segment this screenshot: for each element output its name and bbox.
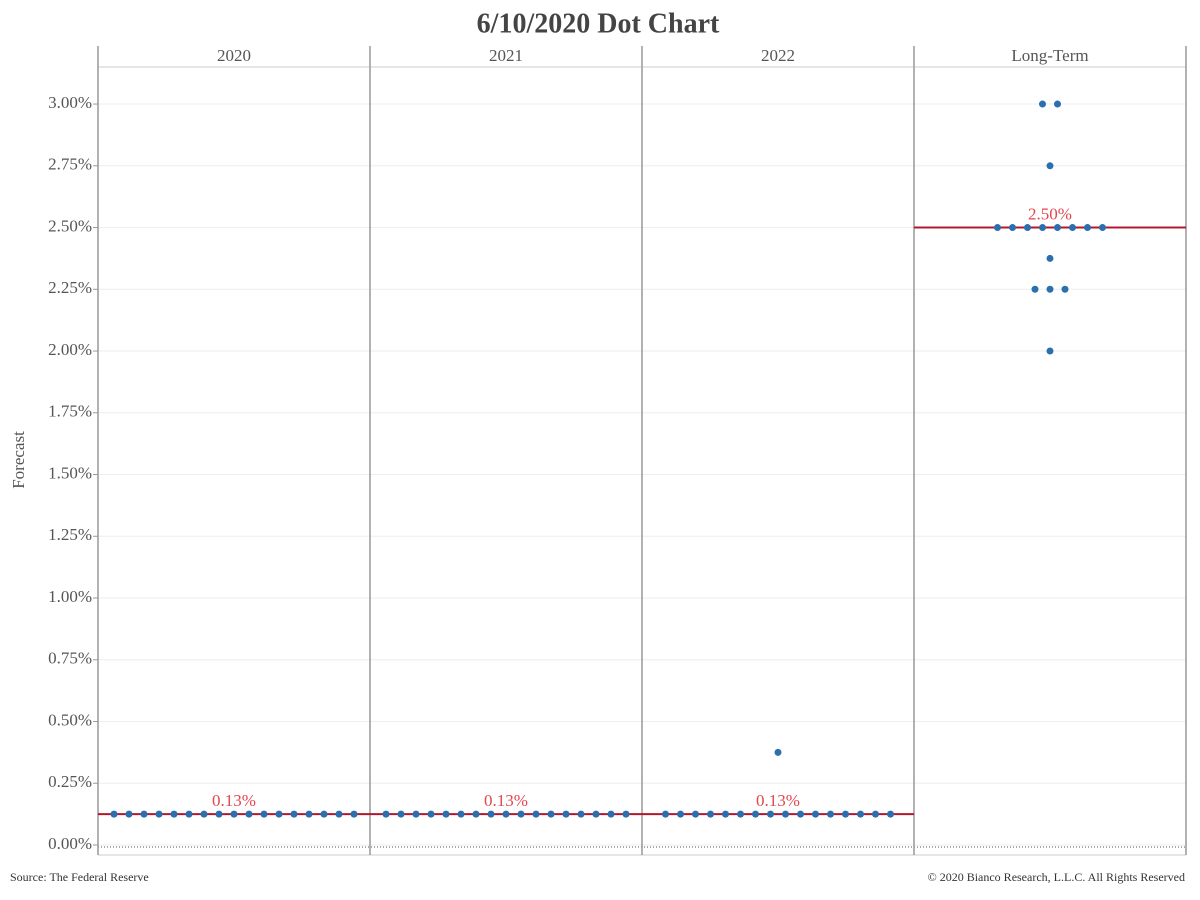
dot — [722, 810, 729, 818]
dot — [782, 810, 789, 818]
dot — [1054, 224, 1061, 232]
dot — [1084, 224, 1091, 232]
dot — [502, 810, 510, 818]
dot — [1046, 347, 1054, 355]
y-tick-label: 1.50% — [48, 463, 92, 482]
median-label: 0.13% — [484, 791, 528, 810]
dot — [662, 810, 669, 818]
dot — [872, 810, 879, 818]
dot — [1069, 224, 1076, 232]
dot — [1046, 285, 1054, 293]
dot — [185, 810, 193, 818]
dot — [290, 810, 298, 818]
dot — [1039, 224, 1046, 232]
y-tick-label: 0.00% — [48, 834, 92, 853]
dot — [692, 810, 699, 818]
dot — [532, 810, 540, 818]
dot — [427, 810, 435, 818]
chart-title: 6/10/2020 Dot Chart — [477, 8, 720, 39]
y-tick-label: 2.75% — [48, 155, 92, 174]
y-axis-label: Forecast — [9, 431, 28, 489]
dot — [125, 810, 133, 818]
y-tick-label: 2.50% — [48, 216, 92, 235]
dot — [1024, 224, 1031, 232]
panel-header: 2021 — [489, 46, 523, 65]
dot — [1061, 285, 1069, 293]
dot — [457, 810, 465, 818]
dot — [607, 810, 615, 818]
dot — [577, 810, 585, 818]
y-tick-label: 1.75% — [48, 402, 92, 421]
dot — [1046, 254, 1054, 262]
dot — [320, 810, 328, 818]
dot — [260, 810, 268, 818]
dot — [350, 810, 358, 818]
dot — [200, 810, 208, 818]
dot — [442, 810, 450, 818]
dot — [1039, 100, 1046, 108]
dot — [487, 810, 495, 818]
dot — [562, 810, 570, 818]
dot — [215, 810, 223, 818]
dot — [1031, 285, 1039, 293]
dot — [230, 810, 238, 818]
dot — [472, 810, 480, 818]
panel-header: Long-Term — [1011, 46, 1088, 65]
panel-header: 2022 — [761, 46, 795, 65]
dot — [1054, 100, 1061, 108]
dot — [547, 810, 555, 818]
dot — [335, 810, 343, 818]
dot — [275, 810, 283, 818]
y-tick-label: 0.75% — [48, 649, 92, 668]
dot — [1099, 224, 1106, 232]
dot — [707, 810, 714, 818]
panel-header: 2020 — [217, 46, 251, 65]
dot — [622, 810, 630, 818]
dot — [517, 810, 525, 818]
y-tick-label: 2.00% — [48, 340, 92, 359]
dot — [797, 810, 804, 818]
dot — [155, 810, 163, 818]
dot — [857, 810, 864, 818]
dot — [1046, 162, 1054, 170]
y-tick-label: 2.25% — [48, 278, 92, 297]
dot — [737, 810, 744, 818]
dot — [305, 810, 313, 818]
y-tick-label: 1.00% — [48, 587, 92, 606]
dot — [677, 810, 684, 818]
y-tick-label: 0.50% — [48, 710, 92, 729]
copyright-note: © 2020 Bianco Research, L.L.C. All Right… — [928, 870, 1185, 884]
dot — [752, 810, 759, 818]
y-tick-label: 3.00% — [48, 93, 92, 112]
dot — [110, 810, 118, 818]
dot — [994, 224, 1001, 232]
dot — [382, 810, 390, 818]
median-label: 0.13% — [756, 791, 800, 810]
median-label: 2.50% — [1028, 204, 1072, 223]
dot — [827, 810, 834, 818]
dot — [245, 810, 253, 818]
dot — [774, 748, 782, 756]
dot — [1009, 224, 1016, 232]
dot — [412, 810, 420, 818]
y-tick-label: 0.25% — [48, 772, 92, 791]
y-tick-label: 1.25% — [48, 525, 92, 544]
dot — [592, 810, 600, 818]
dot — [140, 810, 148, 818]
median-label: 0.13% — [212, 791, 256, 810]
dot — [170, 810, 178, 818]
dot — [767, 810, 774, 818]
dot — [887, 810, 894, 818]
dot — [812, 810, 819, 818]
source-note: Source: The Federal Reserve — [10, 870, 149, 884]
dot — [397, 810, 405, 818]
dot — [842, 810, 849, 818]
